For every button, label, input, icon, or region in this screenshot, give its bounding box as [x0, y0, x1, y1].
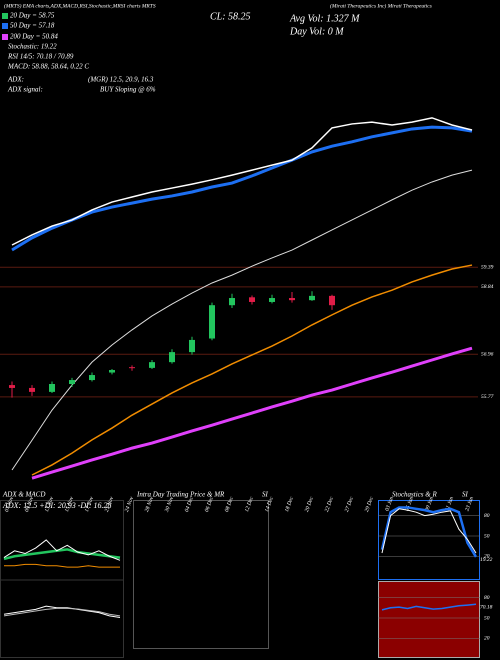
indicator-line — [3, 548, 121, 561]
candle-body — [149, 362, 155, 368]
x-tick-label: 30 Nov — [164, 496, 176, 514]
x-tick-label: 09 Nov — [24, 496, 35, 513]
candle-body — [29, 387, 35, 392]
candle-body — [89, 375, 95, 381]
x-tick-label: 11 Jan — [444, 496, 455, 512]
stochastic-subtitle: SI — [462, 491, 469, 499]
company-name: (Mirati Therapeutics Inc) Mirati Therape… — [330, 2, 432, 9]
candle-body — [129, 367, 135, 369]
adx-label: ADX: — [7, 76, 24, 84]
x-tick-label: 28 Nov — [144, 496, 155, 513]
y-tick-label: 50 — [484, 615, 490, 621]
intraday-title: Intra Day Trading Price & MR — [136, 491, 225, 499]
x-tick-label: 08 Dec — [224, 496, 235, 513]
y-tick-label: 55.77 — [481, 394, 494, 400]
candle-body — [249, 297, 255, 302]
ema200-label: 200 Day = 50.84 — [10, 33, 58, 41]
x-tick-label: 17 Nov — [84, 496, 95, 513]
stochastic-panel — [378, 500, 480, 580]
candle-body — [329, 295, 335, 306]
ema50-label: 50 Day = 57.18 — [10, 22, 55, 30]
adx-panel-subtitle: ADX: 12.5 +DI: 20.93 -DI: 16.28 — [2, 501, 112, 510]
indicator-line — [3, 539, 121, 561]
y-tick-label: 59.39 — [481, 264, 494, 270]
y-tick-label: 80 — [484, 513, 490, 519]
rsi-panel — [378, 581, 480, 658]
x-tick-label: 12 Dec — [244, 496, 255, 513]
y-tick-label: 58.84 — [481, 283, 494, 290]
avg-vol-label: Avg Vol: 1.327 M — [289, 13, 360, 24]
adx-signal-label: ADX signal: — [7, 86, 43, 94]
x-tick-label: 06 Dec — [204, 496, 215, 513]
ema20-swatch — [2, 13, 8, 19]
candle-body — [9, 385, 15, 388]
x-tick-label: 09 Jan — [424, 496, 435, 512]
y-tick-label: 20 — [484, 554, 490, 560]
x-tick-label: 03 Jan — [384, 496, 395, 512]
day-vol-label: Day Vol: 0 M — [289, 26, 344, 37]
indicator-line — [31, 264, 473, 476]
candle-body — [69, 380, 75, 384]
candle-body — [169, 352, 175, 363]
indicator-line — [3, 607, 121, 617]
x-tick-label: 18 Dec — [284, 496, 295, 513]
x-tick-label: 20 Dec — [304, 496, 315, 513]
x-tick-label: 15 Nov — [64, 496, 75, 513]
intraday-panel — [133, 500, 269, 649]
ema50-swatch — [2, 23, 8, 29]
candle-body — [49, 384, 55, 392]
intraday-subtitle: SI — [262, 491, 269, 499]
candle-body — [109, 370, 115, 373]
indicator-line — [4, 563, 120, 568]
indicator-line — [31, 346, 473, 480]
y-tick-label: 56.96 — [481, 352, 494, 358]
candle-body — [309, 295, 315, 301]
adx-panel — [0, 500, 124, 658]
rsi-label: RSI 14/5: 70.18 / 70.89 — [7, 53, 74, 61]
adx-values: (MGR) 12.5, 20.9, 16.3 — [88, 76, 154, 84]
macd-label: MACD: 58.88, 58.64, 0.22 C — [7, 63, 89, 71]
y-tick-label: 50 — [484, 533, 490, 539]
x-tick-label: 29 Dec — [364, 496, 375, 513]
last-value-label: 19.22 — [480, 557, 493, 563]
x-tick-label: 23 Jan — [464, 496, 475, 512]
indicator-line — [3, 605, 121, 618]
adx-signal-value: BUY Sloping @ 6% — [100, 86, 156, 94]
ema200-swatch — [2, 34, 8, 40]
stochastic-label: Stochastic: 19.22 — [8, 43, 57, 51]
chart-title: (MRTS) EMA charts,ADX,MACD,RSI,Stochasti… — [4, 2, 156, 9]
stochastic-title: Stochastics & R — [392, 491, 437, 499]
candle-body — [269, 298, 275, 302]
indicator-line — [11, 125, 473, 252]
indicator-line — [381, 508, 477, 554]
indicator-line — [11, 169, 473, 471]
indicator-line — [380, 506, 478, 558]
indicator-line — [11, 117, 473, 246]
y-tick-label: 80 — [484, 595, 490, 601]
y-tick-label: 20 — [484, 636, 490, 642]
ema20-label: 20 Day = 58.75 — [10, 12, 55, 20]
adx-panel-title: ADX & MACD — [2, 491, 45, 499]
candle-body — [229, 298, 235, 306]
x-tick-label: 13 Nov — [44, 496, 55, 513]
candle-body — [209, 305, 215, 339]
x-tick-label: 07 Nov — [4, 496, 15, 513]
candle-body — [289, 298, 295, 301]
close-label: CL: 58.25 — [210, 11, 251, 22]
indicator-line — [381, 603, 477, 611]
candle-body — [189, 339, 195, 353]
x-tick-label: 05 Jan — [404, 496, 415, 512]
x-tick-label: 21 Nov — [104, 496, 115, 513]
last-value-label: 70.18 — [480, 605, 493, 611]
x-tick-label: 27 Dec — [344, 496, 355, 513]
x-tick-label: 22 Dec — [324, 496, 335, 513]
